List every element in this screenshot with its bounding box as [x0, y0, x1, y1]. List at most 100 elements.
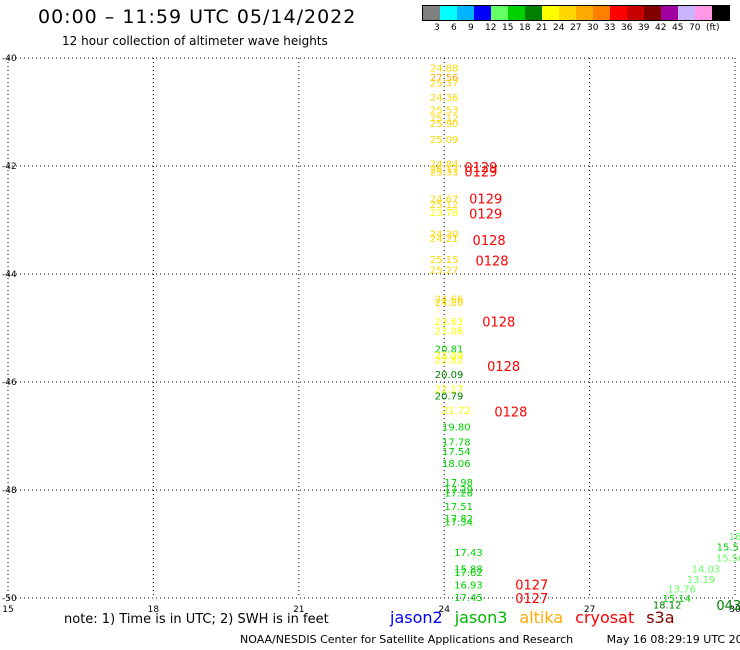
wave-height-value: 15.14: [663, 594, 692, 605]
latitude-tick-label: -44: [2, 270, 17, 280]
wave-height-value: 24.21: [430, 234, 459, 245]
satellite-name: jason2: [390, 608, 443, 627]
wave-height-value: 25.09: [430, 135, 459, 146]
satellite-name: jason3: [454, 608, 508, 627]
wave-height-value: 17.51: [444, 502, 473, 513]
legend-swatch: [610, 6, 627, 20]
pass-number: 0431: [716, 599, 740, 614]
wave-height-value: 24.30: [430, 230, 459, 241]
wave-height-value: 25.33: [430, 167, 459, 178]
satellite-name: altika: [519, 608, 564, 627]
footer-credit: NOAA/NESDIS Center for Satellite Applica…: [240, 633, 574, 646]
longitude-tick-label: 30: [729, 605, 740, 615]
wave-height-value: 25.90: [430, 119, 459, 130]
legend-label: 30: [587, 23, 599, 33]
pass-number: 0128: [487, 360, 520, 375]
footer-timestamp: May 16 08:29:19 UTC 2022: [606, 633, 740, 646]
footer: NOAA/NESDIS Center for Satellite Applica…: [240, 633, 740, 646]
legend-color-bar: [422, 5, 730, 21]
pass-number: 0128: [494, 406, 527, 421]
wave-height-value: 14.03: [692, 564, 721, 575]
pass-number: 0128: [475, 255, 508, 270]
longitude-tick-label: 27: [584, 605, 595, 615]
pass-number: 0129: [464, 165, 497, 180]
pass-number: 0129: [469, 208, 502, 223]
wave-height-value: 15.56: [716, 554, 740, 565]
wave-height-value: 17.54: [442, 447, 471, 458]
legend-swatch: [457, 6, 474, 20]
wave-height-value: 17.78: [442, 437, 471, 448]
legend-swatch: [678, 6, 695, 20]
legend-label: 18: [519, 23, 531, 33]
wave-height-value: 23.63: [435, 317, 464, 328]
wave-height-value: 24.88: [430, 64, 459, 75]
wave-height-value: 25.17: [430, 165, 459, 176]
legend-swatch: [508, 6, 525, 20]
legend-label: 21: [536, 23, 548, 33]
legend-label: 12: [485, 23, 497, 33]
legend-swatch: [661, 6, 678, 20]
wave-height-value: 20.81: [435, 345, 464, 356]
pass-number: 0129: [469, 192, 502, 207]
legend-swatch: [593, 6, 610, 20]
wave-height-value: 19.80: [442, 422, 471, 433]
legend-swatch: [695, 6, 712, 20]
wave-height-value: 17.45: [454, 593, 483, 604]
latitude-tick-label: -48: [2, 486, 17, 496]
wave-height-value: 25.15: [430, 255, 459, 266]
note-text: note: 1) Time is in UTC; 2) SWH is in fe…: [64, 612, 329, 627]
legend-swatch: [440, 6, 457, 20]
page-title: 00:00 – 11:59 UTC 05/14/2022: [38, 6, 357, 28]
wave-height-value: 17.98: [444, 478, 473, 489]
wave-height-value: 17.82: [444, 514, 473, 525]
legend-label: 27: [570, 23, 582, 33]
wave-height-value: 15.88: [454, 564, 483, 575]
latitude-tick-label: -40: [2, 54, 17, 64]
legend-label: (ft): [706, 23, 720, 33]
latitude-tick-label: -46: [2, 378, 17, 388]
satellite-name: s3a: [646, 608, 675, 627]
latitude-tick-label: -50: [2, 594, 17, 604]
wave-height-value: 25.53: [430, 105, 459, 116]
wave-height-value: 21.72: [442, 406, 471, 417]
wave-height-value: 13.76: [667, 584, 696, 595]
wave-height-value: 25.12: [430, 113, 459, 124]
legend-label: 39: [638, 23, 650, 33]
legend-swatch: [491, 6, 508, 20]
wave-height-value: 17.34: [444, 517, 473, 528]
latitude-tick-label: -42: [2, 162, 17, 172]
wave-height-value: 13.19: [687, 575, 716, 586]
wave-height-value: 15.5: [717, 543, 739, 554]
pass-number: 0128: [482, 316, 515, 331]
wave-height-value: 24.80: [435, 298, 464, 309]
longitude-tick-label: 24: [438, 605, 450, 615]
wave-height-value: 24.36: [430, 93, 459, 104]
page-subtitle: 12 hour collection of altimeter wave hei…: [62, 34, 328, 48]
wave-height-value: 24.84: [430, 159, 459, 170]
legend-swatch: [576, 6, 593, 20]
legend-label: 15: [502, 23, 514, 33]
legend-swatch: [559, 6, 576, 20]
pass-number: 0128: [473, 234, 506, 249]
wave-height-value: 17.43: [454, 548, 483, 559]
legend-swatch: [542, 6, 559, 20]
wave-height-value: 22.82: [435, 355, 464, 366]
wave-height-value: 18.12: [653, 600, 682, 611]
legend-swatch: [525, 6, 542, 20]
legend-swatch: [644, 6, 661, 20]
legend-label: 42: [655, 23, 667, 33]
wave-height-value: 22.17: [435, 384, 464, 395]
wave-height-value: 17.29: [444, 485, 473, 496]
pass-number: 0129: [464, 161, 497, 176]
legend-label: 24: [553, 23, 565, 33]
wave-height-value: 16.93: [454, 581, 483, 592]
legend-label: 33: [604, 23, 616, 33]
wave-height-value: 20.09: [435, 370, 464, 381]
wave-height-value: 25.27: [430, 266, 459, 277]
wave-height-value: 20.79: [435, 392, 464, 403]
pass-number-labels: 0129012901290129012801280128012801280127…: [464, 161, 740, 614]
wave-height-value: 25.37: [430, 78, 459, 89]
color-legend: 3 6 9 12 15 18 21 24 27 30 33 36 39 42 45 70 (ft): [422, 5, 730, 35]
wave-height-value: 23.06: [435, 327, 464, 338]
